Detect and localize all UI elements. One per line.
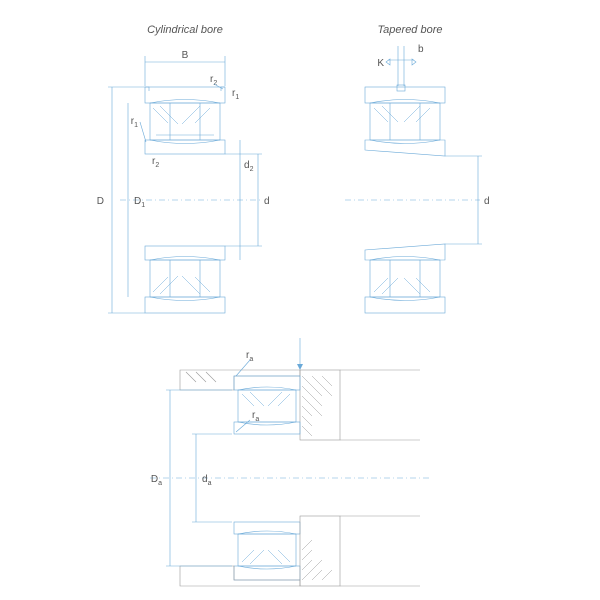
- svg-text:K: K: [377, 58, 384, 69]
- figure-tapered: Tapered bore b K: [345, 24, 490, 313]
- svg-text:Da: Da: [151, 474, 162, 487]
- housing-top: [180, 370, 300, 390]
- svg-text:r2: r2: [152, 156, 159, 169]
- outer-ring-top: [145, 87, 225, 103]
- shaft-hatch-bottom: [302, 540, 332, 580]
- inner-ring-tapered-top: [365, 140, 445, 156]
- roller-top: [150, 100, 220, 144]
- svg-text:d: d: [484, 196, 490, 207]
- svg-text:d: d: [264, 196, 270, 207]
- svg-text:b: b: [418, 44, 424, 55]
- svg-text:ra: ra: [252, 410, 259, 423]
- title-tapered: Tapered bore: [377, 24, 442, 36]
- svg-text:d2: d2: [244, 160, 254, 173]
- bottom-half-1: [145, 246, 225, 313]
- svg-text:r1: r1: [131, 116, 138, 129]
- figure-cylindrical: Cylindrical bore B: [97, 24, 270, 313]
- bottom-half-2: [365, 244, 445, 313]
- svg-text:ra: ra: [246, 350, 253, 363]
- svg-text:D1: D1: [134, 196, 145, 209]
- r-labels: r2 r1 r1 r2: [131, 74, 240, 169]
- figure-assembly: ra ra Da da: [150, 338, 430, 586]
- svg-text:B: B: [182, 50, 189, 61]
- bk-callout: b K: [377, 44, 424, 86]
- svg-text:D: D: [97, 196, 104, 207]
- ra-labels: ra ra: [236, 350, 259, 432]
- bearing-bottom-3: [180, 516, 340, 586]
- roller-top-2: [370, 100, 440, 144]
- title-cylindrical: Cylindrical bore: [147, 24, 223, 36]
- svg-text:da: da: [202, 474, 212, 487]
- shaft-right: [300, 370, 420, 440]
- svg-text:r1: r1: [232, 88, 239, 101]
- inner-ring-top: [145, 140, 225, 154]
